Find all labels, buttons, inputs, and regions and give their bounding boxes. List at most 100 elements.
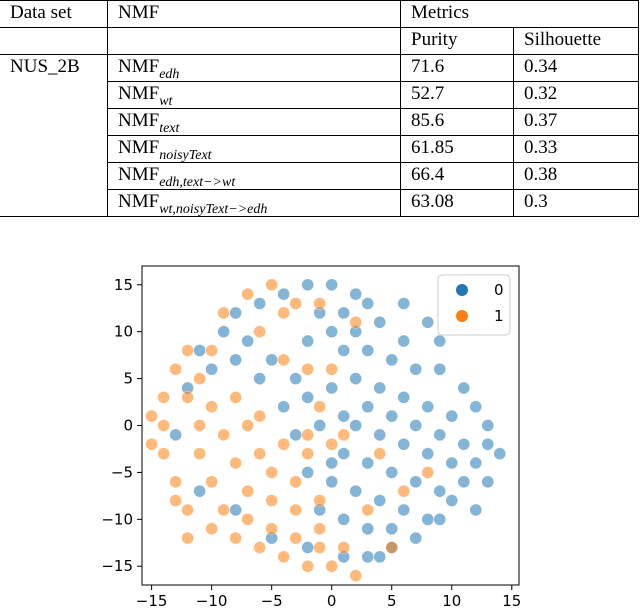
nmf-subscript: noisyText xyxy=(159,148,212,163)
scatter-point-series-0 xyxy=(337,344,351,357)
scatter-point-series-0 xyxy=(433,484,447,498)
nmf-subscript: wt,noisyText−>edh xyxy=(159,202,268,217)
scatter-point-series-0 xyxy=(373,428,387,442)
scatter-point-series-0 xyxy=(301,334,314,348)
scatter-point-series-0 xyxy=(325,456,339,470)
y-axis: 15 10 5 0 −5 −10 −15 xyxy=(101,276,142,575)
scatter-point-series-1 xyxy=(169,475,182,489)
scatter-point-series-0 xyxy=(229,503,242,517)
scatter-point-series-1 xyxy=(325,362,339,376)
scatter-point-series-0 xyxy=(469,456,483,470)
scatter-point-series-1 xyxy=(277,306,290,320)
scatter-point-series-0 xyxy=(349,372,363,385)
scatter-point-series-0 xyxy=(445,494,459,507)
scatter-point-series-1 xyxy=(157,447,170,460)
legend-label-0: 0 xyxy=(494,281,504,299)
table-row: NUS_2B NMFedh 71.6 0.34 xyxy=(0,54,639,82)
scatter-point-series-1 xyxy=(181,344,194,357)
silhouette-value: 0.32 xyxy=(513,81,639,109)
scatter-point-series-0 xyxy=(397,503,411,517)
scatter-point-series-0 xyxy=(397,297,411,310)
scatter-point-series-0 xyxy=(433,428,447,442)
scatter-point-series-1 xyxy=(181,391,194,404)
purity-value: 63.08 xyxy=(400,189,514,217)
x-tick-label: −5 xyxy=(261,592,283,608)
dataset-name: NUS_2B xyxy=(0,54,108,82)
nmf-label: NMF xyxy=(118,110,160,131)
scatter-point-series-0 xyxy=(385,353,399,367)
scatter-point-series-0 xyxy=(301,391,314,404)
table-header-row-2: Purity Silhouette xyxy=(0,27,639,55)
scatter-point-series-1 xyxy=(253,447,266,460)
nmf-label: NMF xyxy=(118,137,160,158)
scatter-point-series-1 xyxy=(289,475,302,489)
scatter-point-series-0 xyxy=(385,522,399,536)
scatter-point-series-0 xyxy=(373,494,387,507)
purity-value: 71.6 xyxy=(400,54,514,82)
y-tick-label: 15 xyxy=(114,276,133,294)
scatter-point-series-1 xyxy=(181,503,194,517)
scatter-point-series-1 xyxy=(205,522,218,536)
scatter-point-series-1 xyxy=(265,522,278,536)
scatter-point-series-0 xyxy=(433,334,447,348)
scatter-point-series-1 xyxy=(289,297,302,310)
scatter-point-series-0 xyxy=(325,278,339,292)
scatter-point-series-0 xyxy=(313,419,326,432)
scatter-point-series-0 xyxy=(361,344,375,357)
scatter-point-series-1 xyxy=(253,541,266,554)
table-header-row-1: Data set NMF Metrics xyxy=(0,0,639,28)
scatter-point-series-1 xyxy=(301,447,314,460)
scatter-point-series-0 xyxy=(385,466,399,479)
scatter-point-series-1 xyxy=(169,494,182,507)
nmf-label: NMF xyxy=(118,83,160,104)
scatter-point-series-1 xyxy=(289,503,302,517)
scatter-point-series-0 xyxy=(337,513,351,526)
scatter-point-series-1 xyxy=(241,419,254,432)
silhouette-value: 0.34 xyxy=(513,54,639,82)
header-purity: Purity xyxy=(400,27,514,55)
scatter-point-series-1 xyxy=(313,541,326,554)
scatter-point-series-1 xyxy=(325,559,339,573)
scatter-point-series-0 xyxy=(469,400,483,414)
scatter-points xyxy=(145,278,507,582)
scatter-point-series-0 xyxy=(193,344,206,357)
scatter-point-series-1 xyxy=(193,447,206,460)
scatter-point-series-1 xyxy=(229,391,242,404)
scatter-point-series-1 xyxy=(241,513,254,526)
scatter-point-series-0 xyxy=(361,550,375,564)
scatter-point-series-0 xyxy=(481,419,495,432)
scatter-point-series-1 xyxy=(313,494,326,507)
legend: 0 1 xyxy=(437,274,511,336)
scatter-point-series-1 xyxy=(157,391,170,404)
scatter-point-series-1 xyxy=(265,494,278,507)
scatter-point-series-1 xyxy=(265,466,278,479)
scatter-point-series-0 xyxy=(457,475,471,489)
silhouette-value: 0.37 xyxy=(513,108,639,136)
scatter-point-series-1 xyxy=(241,287,254,301)
scatter-point-series-0 xyxy=(421,513,435,526)
scatter-point-series-0 xyxy=(361,522,375,536)
purity-value: 85.6 xyxy=(400,108,514,136)
scatter-point-series-0 xyxy=(277,287,290,301)
scatter-point-series-1 xyxy=(337,541,351,554)
scatter-point-series-0 xyxy=(193,484,206,498)
header-dataset: Data set xyxy=(0,0,108,28)
scatter-point-series-0 xyxy=(229,353,242,367)
scatter-point-series-0 xyxy=(421,447,435,460)
scatter-point-series-1 xyxy=(325,437,339,451)
scatter-point-series-0 xyxy=(301,541,314,554)
nmf-subscript: edh,text−>wt xyxy=(159,175,236,190)
header-silhouette: Silhouette xyxy=(513,27,639,55)
table-row: NMFwt,noisyText−>edh 63.08 0.3 xyxy=(0,189,639,217)
scatter-point-series-0 xyxy=(229,306,242,320)
y-tick-label: 5 xyxy=(123,370,133,388)
table-row: NMFnoisyText 61.85 0.33 xyxy=(0,135,639,163)
scatter-point-series-1 xyxy=(253,325,266,338)
scatter-point-series-1 xyxy=(313,400,326,414)
scatter-point-series-1 xyxy=(301,428,314,442)
scatter-point-series-0 xyxy=(277,400,290,414)
scatter-point-series-1 xyxy=(157,419,170,432)
scatter-point-series-1 xyxy=(253,409,266,423)
scatter-point-series-0 xyxy=(301,278,314,292)
